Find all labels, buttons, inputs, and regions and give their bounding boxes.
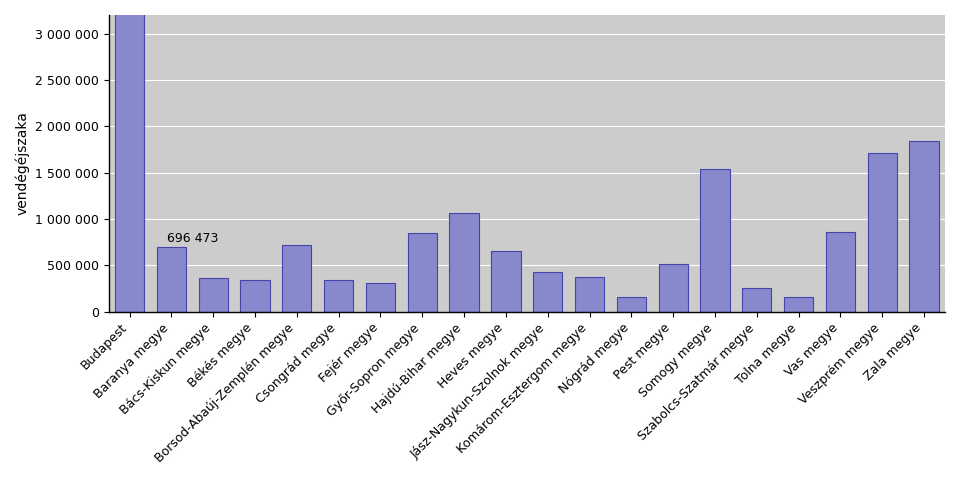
Bar: [533, 272, 563, 312]
Bar: [868, 153, 897, 312]
Bar: [492, 252, 520, 312]
Bar: [909, 141, 939, 312]
Bar: [366, 283, 396, 312]
Bar: [659, 264, 687, 312]
Bar: [408, 233, 437, 312]
Bar: [826, 232, 855, 312]
Bar: [784, 297, 813, 312]
Text: 696 473: 696 473: [167, 232, 219, 245]
Bar: [156, 247, 186, 312]
Bar: [616, 297, 646, 312]
Text: 5 483 758: 5 483 758: [0, 479, 1, 480]
Bar: [575, 277, 604, 312]
Bar: [742, 288, 772, 312]
Y-axis label: vendégéjszaka: vendégéjszaka: [15, 111, 30, 215]
Bar: [324, 280, 353, 312]
Bar: [282, 245, 311, 312]
Bar: [115, 0, 144, 312]
Bar: [199, 278, 228, 312]
Bar: [449, 214, 479, 312]
Bar: [701, 169, 730, 312]
Bar: [240, 280, 270, 312]
